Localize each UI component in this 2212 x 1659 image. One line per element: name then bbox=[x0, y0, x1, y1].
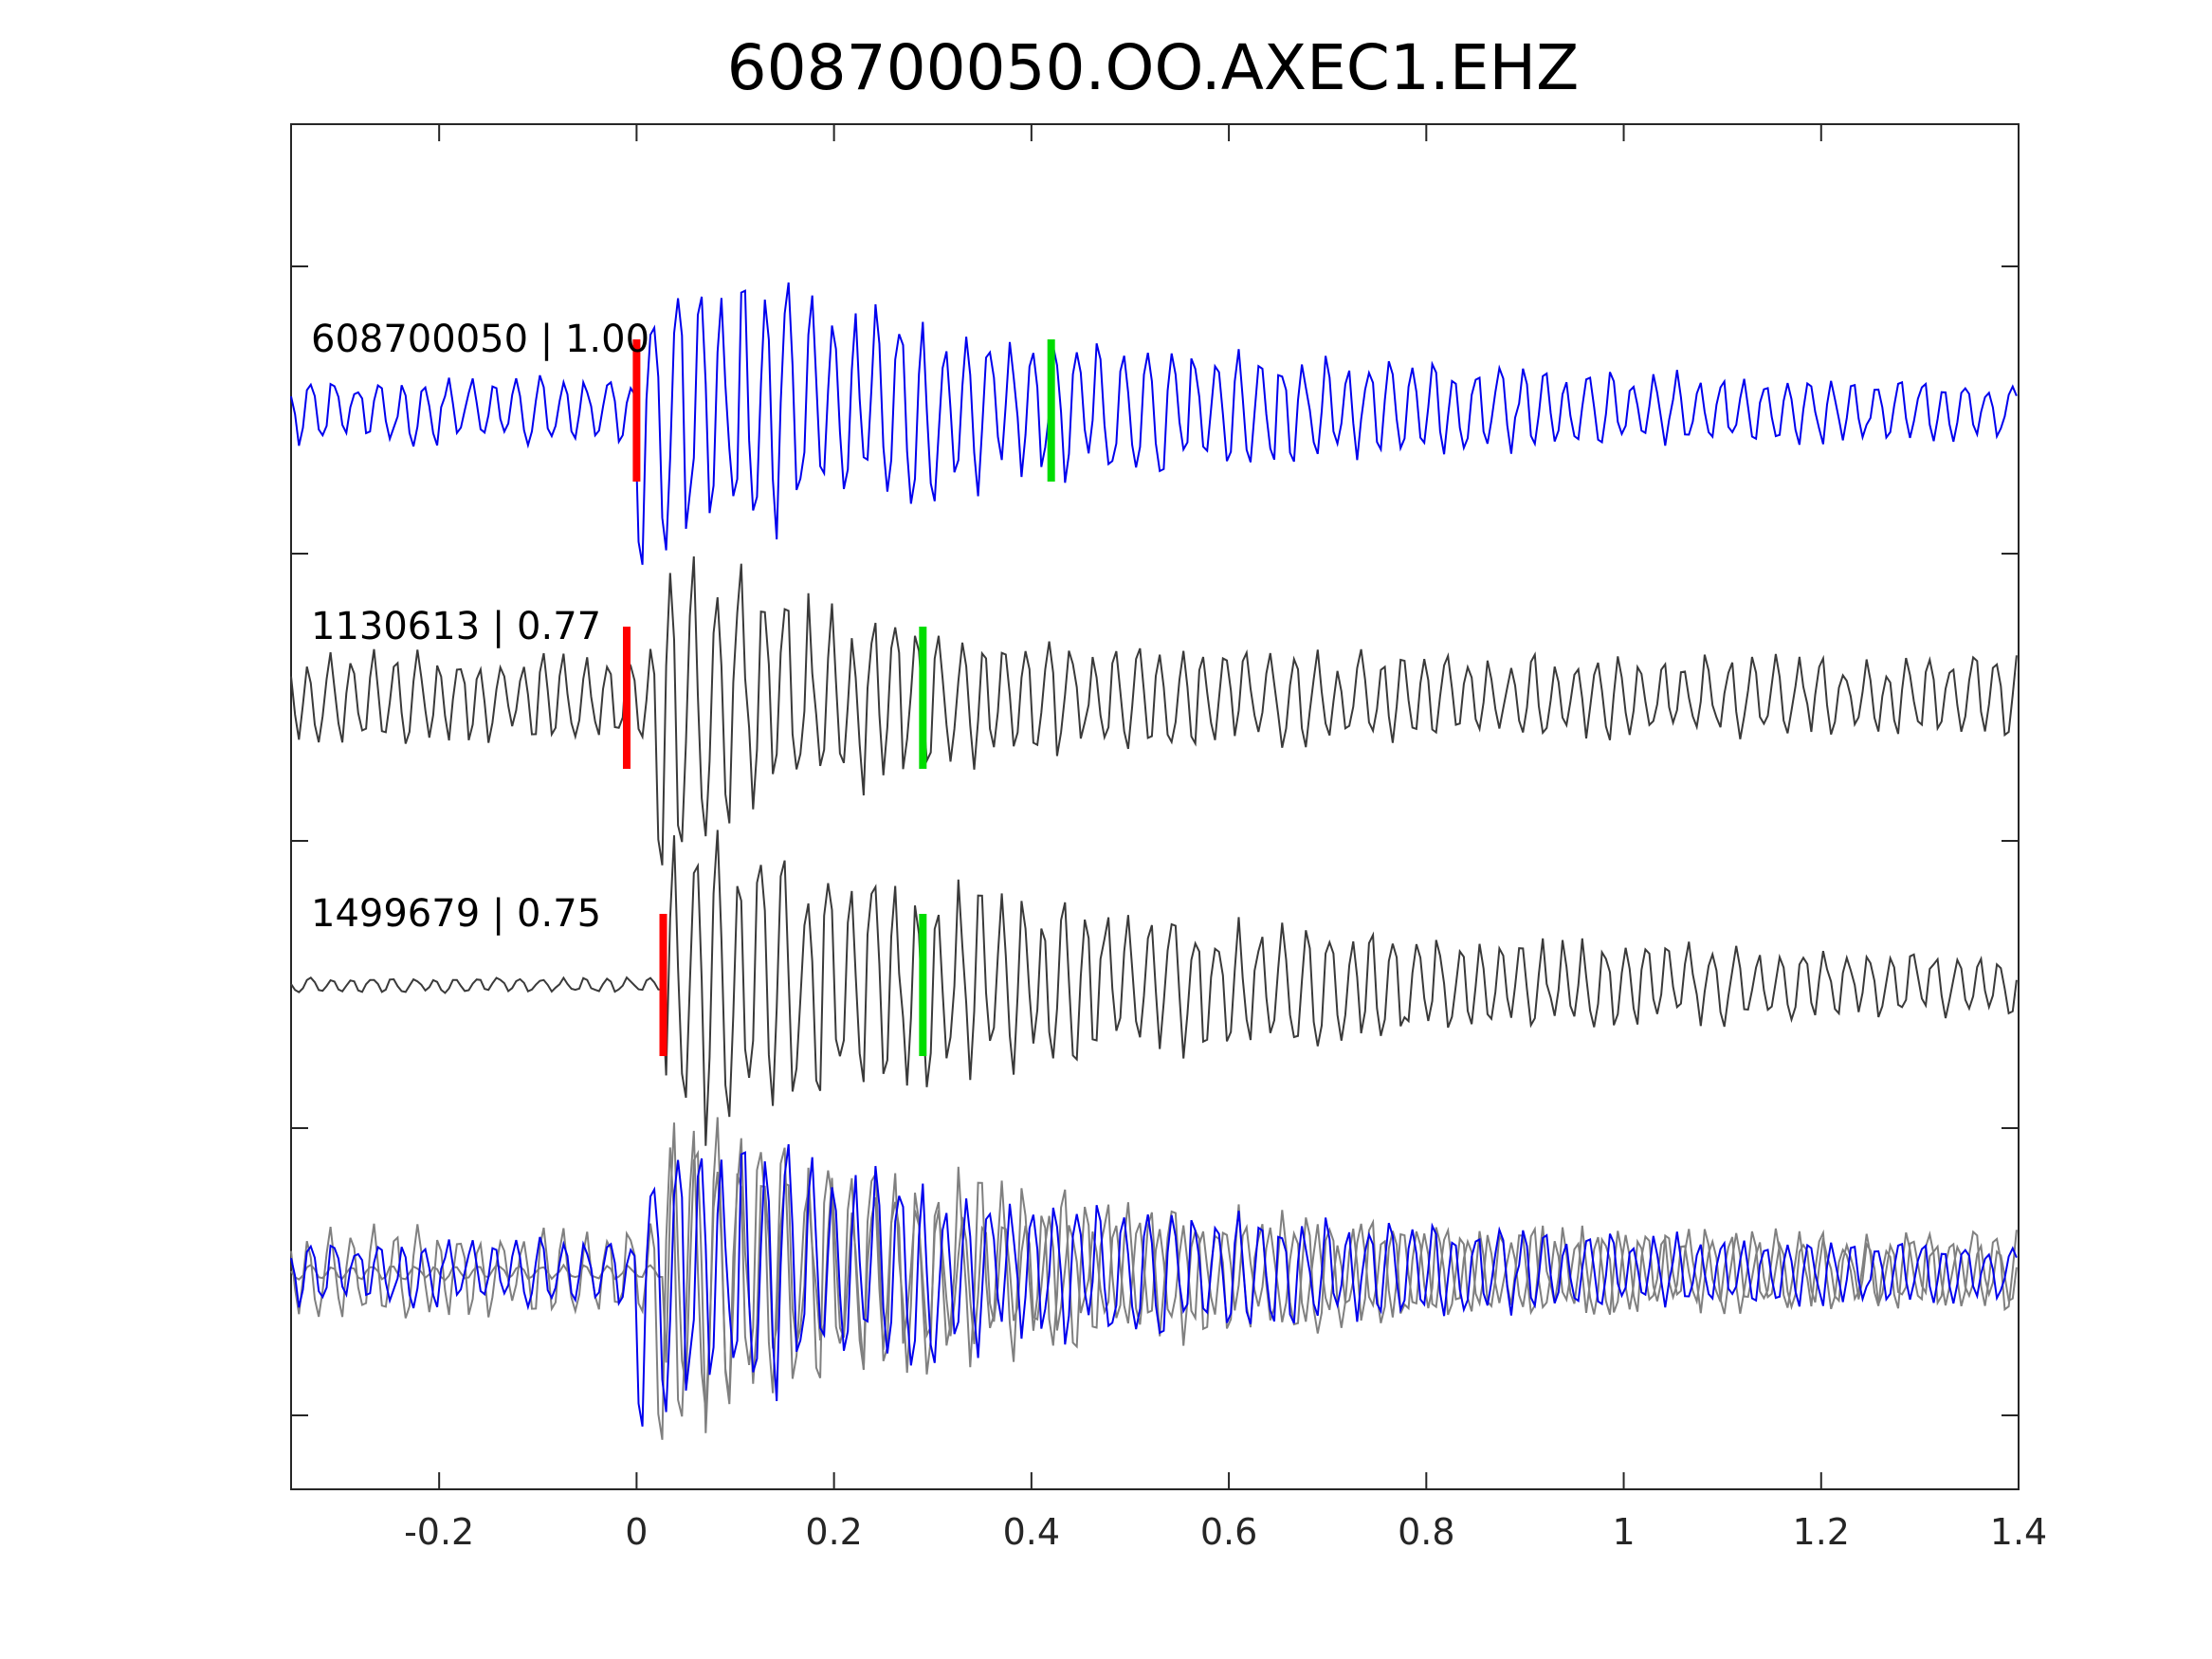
overlay-primary-trace bbox=[290, 1143, 2018, 1427]
y-axis-ticks bbox=[291, 265, 2019, 1416]
x-tick-label: 0.4 bbox=[1003, 1511, 1060, 1553]
phase-picks bbox=[622, 339, 1055, 1056]
trace-label: 1499679 | 0.75 bbox=[311, 892, 601, 936]
x-tick-label: 0.2 bbox=[805, 1511, 862, 1553]
x-tick-label: 1.4 bbox=[1990, 1511, 2047, 1553]
waveform-traces bbox=[290, 282, 2018, 1440]
x-tick-label: 1 bbox=[1612, 1511, 1635, 1553]
waveform-trace bbox=[290, 282, 2018, 565]
waveform-trace bbox=[290, 830, 2018, 1146]
trace-labels: 608700050 | 1.00 1130613 | 0.77 1499679 | … bbox=[311, 318, 649, 936]
x-tick-label: 1.2 bbox=[1793, 1511, 1850, 1553]
plot-frame bbox=[290, 123, 2020, 1490]
x-tick-label: 0.8 bbox=[1398, 1511, 1454, 1553]
x-axis-ticks: -0.2 0 0.2 0.4 0.6 0.8 1 1.2 1.4 bbox=[404, 124, 2047, 1553]
waveform-trace bbox=[290, 556, 2018, 866]
trace-label: 608700050 | 1.00 bbox=[311, 318, 649, 361]
chart-title: 608700050.OO.AXEC1.EHZ bbox=[727, 31, 1580, 104]
trace-label: 1130613 | 0.77 bbox=[311, 605, 601, 648]
x-tick-label: -0.2 bbox=[404, 1511, 474, 1553]
x-tick-label: 0.6 bbox=[1200, 1511, 1257, 1553]
x-tick-label: 0 bbox=[625, 1511, 648, 1553]
